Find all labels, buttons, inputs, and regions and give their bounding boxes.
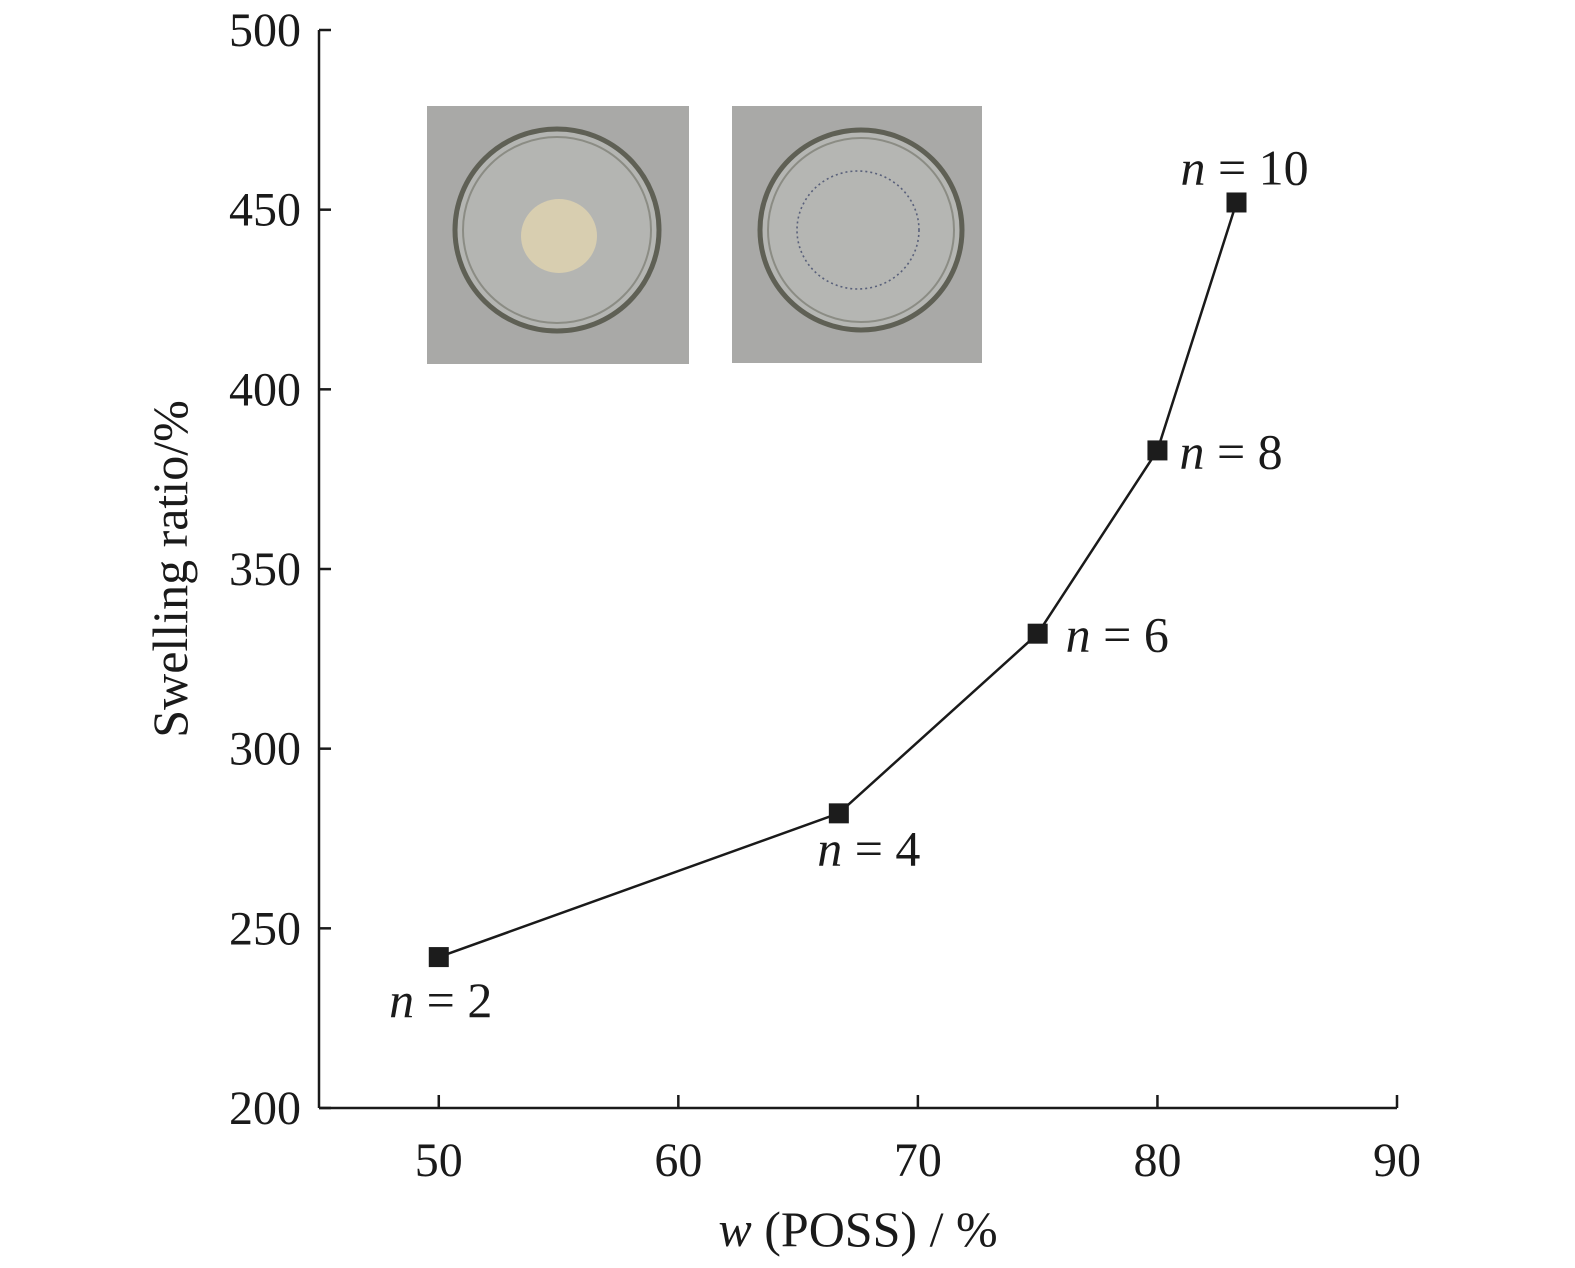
x-tick-label-50: 50 bbox=[415, 1134, 463, 1187]
x-axis-ticks: 50 60 70 80 90 bbox=[415, 1095, 1421, 1187]
data-label-2: n = 4 bbox=[817, 820, 920, 876]
data-labels: n = 2 n = 4 n = 6 n = 8 n = 10 bbox=[389, 139, 1309, 1028]
data-point-5 bbox=[1226, 192, 1247, 213]
data-point-3 bbox=[1027, 623, 1048, 644]
data-point-4 bbox=[1147, 440, 1168, 461]
data-label-3: n = 6 bbox=[1066, 607, 1169, 663]
y-tick-label-350: 350 bbox=[229, 543, 301, 596]
data-label-1: n = 2 bbox=[389, 972, 492, 1028]
y-tick-label-300: 300 bbox=[229, 723, 301, 776]
data-point-2 bbox=[828, 803, 849, 824]
y-tick-label-250: 250 bbox=[229, 902, 301, 955]
inset-photo-swollen-gel bbox=[732, 106, 982, 363]
data-label-4: n = 8 bbox=[1179, 423, 1282, 479]
y-axis-title: Swelling ratio/% bbox=[142, 400, 198, 737]
x-tick-label-60: 60 bbox=[654, 1134, 702, 1187]
y-tick-label-200: 200 bbox=[229, 1082, 301, 1135]
x-tick-label-70: 70 bbox=[894, 1134, 942, 1187]
data-point-1 bbox=[428, 947, 449, 968]
y-tick-label-400: 400 bbox=[229, 363, 301, 416]
data-markers bbox=[428, 192, 1247, 968]
x-tick-label-80: 80 bbox=[1133, 1134, 1181, 1187]
y-tick-label-450: 450 bbox=[229, 184, 301, 237]
x-tick-label-90: 90 bbox=[1373, 1134, 1421, 1187]
inset-photo-gel-disc bbox=[427, 106, 689, 364]
x-axis-title: w (POSS) / % bbox=[718, 1201, 997, 1257]
y-axis-ticks: 200 250 300 350 400 450 500 bbox=[229, 4, 331, 1135]
y-tick-label-500: 500 bbox=[229, 4, 301, 57]
data-label-5: n = 10 bbox=[1180, 139, 1308, 195]
